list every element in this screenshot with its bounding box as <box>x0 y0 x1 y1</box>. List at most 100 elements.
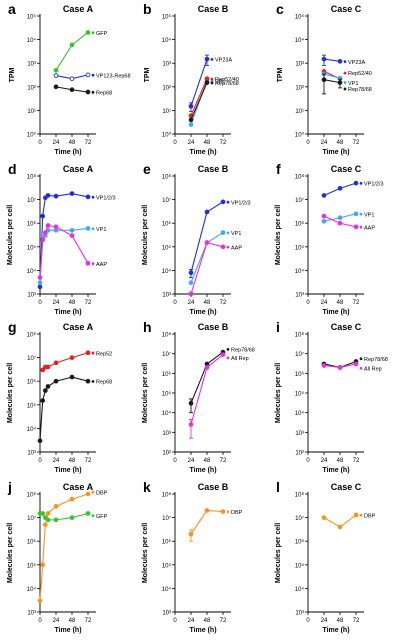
data-point-e <box>220 244 226 250</box>
panel-letter-i: i <box>276 319 280 335</box>
series-label-h: All Rep <box>231 356 249 362</box>
data-point-a <box>85 72 91 78</box>
panel-e: e Case B 10³ 10⁴ 10⁵ 10⁶ 10⁷ 10⁸ 0 24 48 72 Time (h)… <box>142 161 251 316</box>
y-tick-label-l: 10⁵ <box>295 562 305 569</box>
series-line-c-0 <box>323 58 341 62</box>
data-point-h <box>188 400 194 406</box>
panel-title-f: Case C <box>331 164 362 174</box>
series-line-k-0 <box>190 509 224 535</box>
data-point-j <box>85 511 91 516</box>
legend-marker-g <box>91 351 95 355</box>
data-point-d <box>53 193 59 199</box>
x-tick-label-l: 48 <box>337 618 344 624</box>
panel-letter-e: e <box>143 161 151 177</box>
x-tick-label-j: 72 <box>85 618 92 624</box>
legend-marker-j <box>91 514 95 518</box>
series-label-g: Rep68 <box>96 380 112 386</box>
x-tick-label-c: 48 <box>337 140 344 146</box>
data-point-d <box>45 193 51 198</box>
series-label-e: VP1 <box>231 231 241 237</box>
series-label-b: Rep52/40 <box>215 77 239 83</box>
data-point-g <box>42 388 48 393</box>
data-point-g <box>53 360 59 366</box>
data-point-d <box>69 191 75 196</box>
legend-marker-c <box>343 71 347 75</box>
x-tick-label-h: 24 <box>188 458 195 464</box>
y-tick-label-a: 10⁴ <box>27 37 37 44</box>
x-tick-label-a: 48 <box>69 140 76 146</box>
series-label-c: VP1 <box>348 81 358 87</box>
series-label-b: VP1 <box>215 79 225 85</box>
y-tick-label-h: 10⁷ <box>162 351 171 358</box>
data-point-g <box>37 438 43 444</box>
x-axis-label-a: Time (h) <box>54 149 81 156</box>
y-tick-label-a: 10³ <box>27 62 36 68</box>
series-label-d: VP1 <box>96 227 106 233</box>
x-tick-label-k: 48 <box>204 618 211 624</box>
x-tick-label-j: 48 <box>69 618 76 624</box>
data-point-b <box>188 117 194 123</box>
y-tick-label-i: 10³ <box>295 431 304 437</box>
x-tick-label-b: 24 <box>188 140 195 146</box>
data-point-b <box>204 80 210 85</box>
panel-k: k Case B 10³ 10⁴ 10⁵ 10⁶ 10⁷ 10⁸ 0 24 48 72 Time (h)… <box>142 479 243 634</box>
x-tick-label-k: 0 <box>173 618 177 624</box>
x-axis-label-f: Time (h) <box>322 309 349 316</box>
y-tick-label-j: 10⁶ <box>27 539 37 546</box>
panel-letter-h: h <box>143 319 152 335</box>
x-tick-label-a: 0 <box>38 140 42 146</box>
x-tick-label-i: 48 <box>337 458 344 464</box>
y-tick-label-b: 10⁵ <box>162 14 172 21</box>
x-tick-label-g: 48 <box>69 458 76 464</box>
data-point-g <box>40 367 46 373</box>
y-tick-label-e: 10⁸ <box>162 174 172 181</box>
y-tick-label-c: 10⁰ <box>295 132 305 139</box>
y-tick-label-h: 10³ <box>162 431 171 437</box>
data-point-k <box>188 531 194 537</box>
panel-title-g: Case A <box>63 322 94 332</box>
data-point-a <box>53 67 59 73</box>
data-point-l <box>337 524 343 530</box>
y-tick-label-k: 10⁸ <box>162 492 172 499</box>
panel-g: g Case A 10³ 10⁴ 10⁵ 10⁶ 10⁷ 10⁸ 0 24 48 72 Time (h)… <box>7 319 112 474</box>
panel-j: j Case A 10³ 10⁴ 10⁵ 10⁶ 10⁷ 10⁸ 0 24 48 72 Time (h)… <box>7 479 108 634</box>
data-point-j <box>40 511 46 516</box>
y-tick-label-k: 10⁴ <box>162 586 172 593</box>
y-tick-label-h: 10⁵ <box>162 391 172 398</box>
panel-title-a: Case A <box>63 4 94 14</box>
y-axis-label-a: TPM <box>9 67 16 82</box>
data-point-a <box>85 89 91 95</box>
data-point-g <box>45 364 51 370</box>
x-tick-label-k: 72 <box>220 618 227 624</box>
data-point-d <box>37 280 43 286</box>
series-line-c-3 <box>323 79 341 84</box>
y-axis-label-c: TPM <box>277 67 284 82</box>
y-axis-label-h: Molecules per cell <box>142 363 149 423</box>
data-point-k <box>204 508 210 513</box>
y-axis-label-e: Molecules per cell <box>142 205 149 265</box>
y-axis-label-f: Molecules per cell <box>275 205 282 265</box>
legend-marker-c <box>343 81 347 84</box>
panel-title-l: Case C <box>331 482 362 492</box>
legend-marker-a <box>91 90 95 94</box>
x-axis-label-l: Time (h) <box>322 627 349 634</box>
data-point-j <box>85 491 91 497</box>
series-label-f: AAP <box>364 225 375 231</box>
data-point-j <box>69 496 75 502</box>
panel-letter-a: a <box>8 1 16 17</box>
data-point-a <box>69 87 75 93</box>
y-tick-label-k: 10³ <box>162 611 171 617</box>
panel-title-h: Case B <box>198 322 229 332</box>
legend-marker-e <box>226 200 230 204</box>
y-tick-label-b: 10⁴ <box>162 37 172 44</box>
x-tick-label-c: 24 <box>321 140 328 146</box>
legend-marker-b <box>210 77 214 81</box>
panel-title-d: Case A <box>63 164 94 174</box>
x-tick-label-i: 24 <box>321 458 328 464</box>
panel-l: l Case C 10³ 10⁴ 10⁵ 10⁶ 10⁷ 10⁸ 0 24 48 72 Time (h)… <box>275 479 376 634</box>
data-point-l <box>321 515 327 520</box>
data-point-b <box>188 122 194 127</box>
y-axis-label-i: Molecules per cell <box>275 363 282 423</box>
x-tick-label-d: 48 <box>69 300 76 306</box>
data-point-j <box>45 511 51 516</box>
